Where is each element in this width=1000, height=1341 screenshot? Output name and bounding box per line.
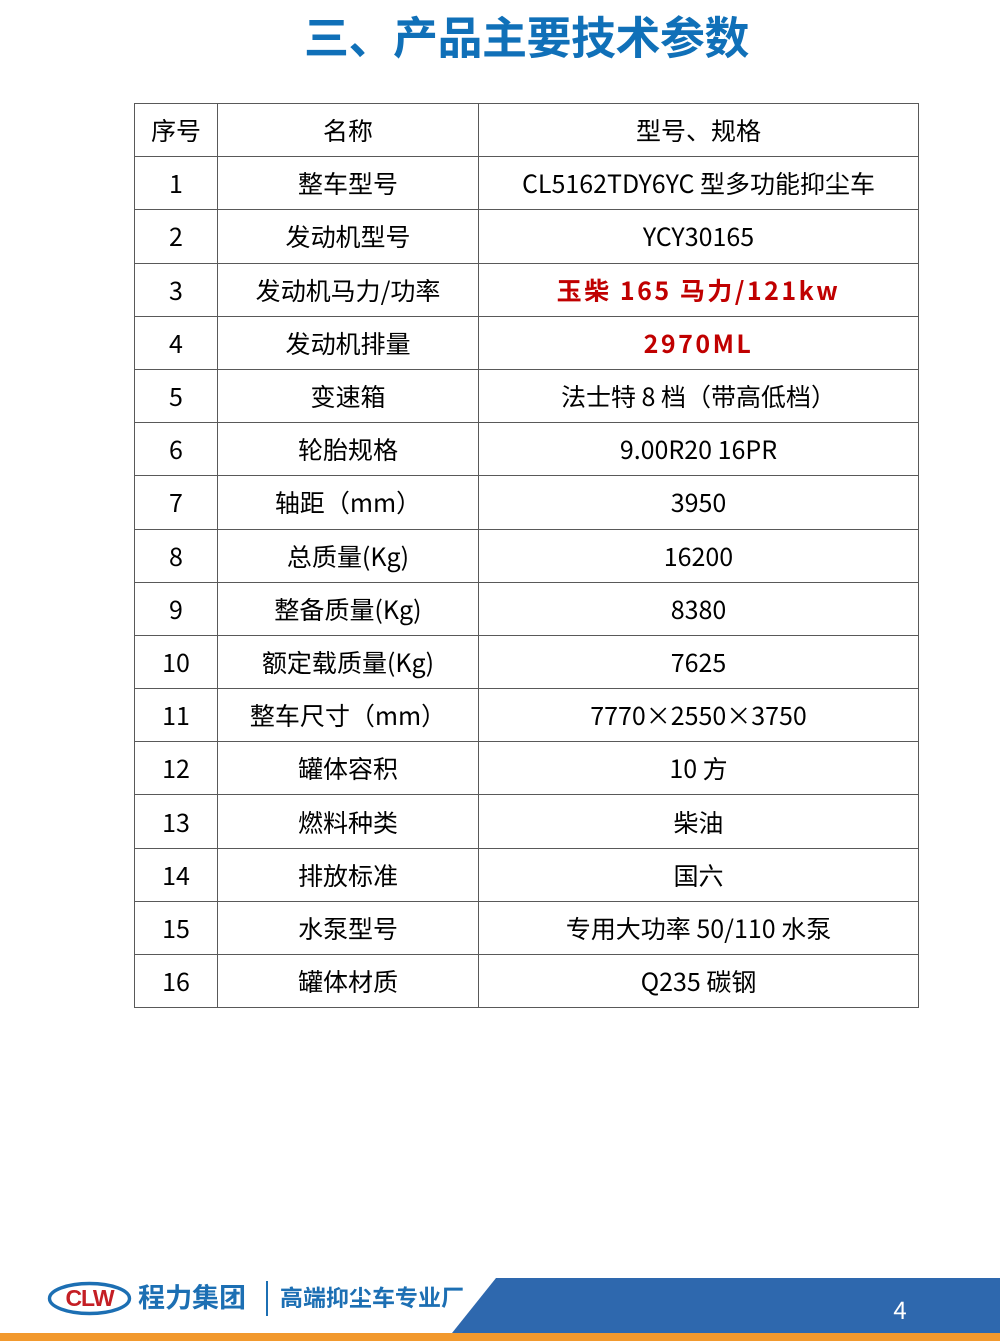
svg-text:CLW: CLW (65, 1285, 114, 1311)
svg-text:程力集团: 程力集团 (138, 1278, 246, 1315)
svg-text:高端抑尘车专业厂: 高端抑尘车专业厂 (280, 1279, 464, 1313)
